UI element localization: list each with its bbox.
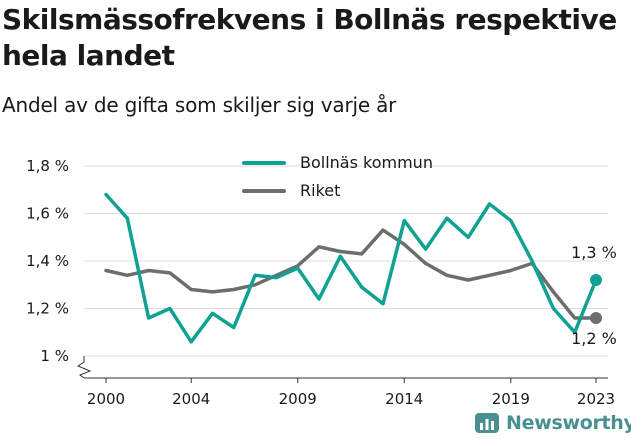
x-tick-label: 2000 — [87, 390, 125, 408]
series-line-riket — [104, 228, 598, 320]
legend-label-riket: Riket — [300, 181, 340, 200]
y-tick-label: 1,2 % — [26, 300, 69, 318]
y-tick-label: 1,8 % — [26, 157, 69, 175]
series-end-point-riket — [590, 312, 602, 324]
x-tick-label: 2019 — [492, 390, 530, 408]
y-tick-label: 1,6 % — [26, 205, 69, 223]
chart-title: Skilsmässofrekvens i Bollnäs respektive … — [2, 3, 617, 72]
x-tick-label: 2009 — [279, 390, 317, 408]
y-tick-label: 1,4 % — [26, 252, 69, 270]
series-end-label-riket: 1,2 % — [571, 329, 617, 348]
series-end-point-bollnas — [590, 274, 602, 286]
logo-text: Newsworthy — [506, 412, 631, 434]
series-line-bollnas — [104, 192, 598, 344]
x-tick-label: 2014 — [385, 390, 423, 408]
series-end-label-bollnas: 1,3 % — [571, 243, 617, 262]
x-tick-label: 2004 — [172, 390, 210, 408]
newsworthy-logo-icon — [475, 413, 499, 433]
legend-label-bollnas: Bollnäs kommun — [300, 153, 433, 172]
axis-break-mark — [76, 356, 92, 379]
x-tick-label: 2023 — [577, 390, 615, 408]
y-tick-label: 1 % — [40, 347, 69, 365]
newsworthy-logo: Newsworthy — [474, 408, 631, 438]
chart-subtitle: Andel av de gifta som skiljer sig varje … — [2, 93, 397, 117]
